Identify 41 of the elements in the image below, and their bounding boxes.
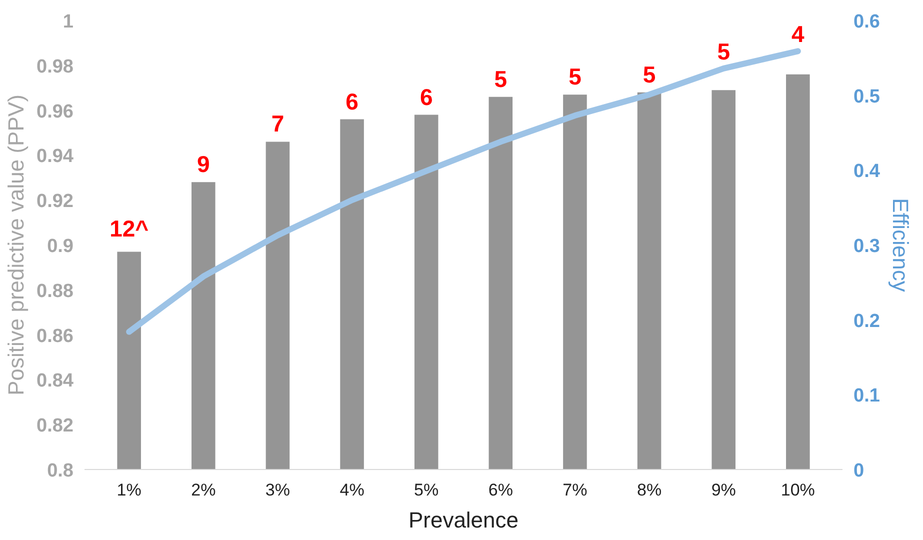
x-tick-label: 8%: [637, 480, 662, 500]
x-axis-title: Prevalence: [408, 508, 519, 532]
y2-tick-label: 0.3: [854, 236, 880, 257]
y-tick-label: 0.92: [36, 191, 74, 212]
y-axis-title: Positive predictive value (PPV): [4, 94, 29, 396]
annotation: 4: [792, 21, 805, 48]
y-tick-label: 0.96: [36, 101, 74, 122]
y-tick-label: 1: [62, 12, 74, 32]
x-tick-label: 9%: [711, 480, 736, 500]
annotation: 9: [197, 151, 210, 178]
annotation: 5: [642, 61, 656, 88]
annotation: 6: [346, 88, 358, 114]
annotation: 7: [271, 110, 284, 137]
annotation: 5: [568, 64, 582, 90]
y-tick-label: 0.9: [47, 236, 74, 257]
y-tick-label: 0.98: [36, 56, 74, 78]
x-tick-label: 10%: [780, 480, 815, 500]
y-tick-label: 0.88: [36, 280, 74, 302]
x-tick-label: 6%: [488, 480, 513, 500]
annotation: 6: [420, 84, 433, 110]
y2-tick-label: 0: [854, 460, 864, 482]
x-tick-label: 3%: [265, 480, 290, 500]
y-tick-label: 0.84: [36, 370, 74, 392]
x-tick-label: 2%: [191, 480, 216, 500]
y-tick-label: 0.82: [36, 416, 74, 437]
y-tick-label: 0.94: [36, 146, 74, 168]
y-tick-label: 0.86: [36, 326, 74, 347]
y2-tick-label: 0.6: [854, 12, 880, 32]
y2-tick-label: 0.5: [854, 86, 880, 108]
y2-tick-label: 0.1: [854, 386, 880, 407]
x-tick-label: 5%: [414, 480, 439, 500]
annotation: 5: [717, 38, 730, 64]
y2-tick-label: 0.4: [854, 161, 880, 182]
y2-tick-label: 0.2: [854, 310, 880, 332]
annotation: 5: [494, 66, 508, 92]
x-tick-label: 7%: [562, 480, 588, 500]
y2-axis-title: Efficiency: [888, 198, 913, 292]
y-tick-label: 0.8: [47, 460, 74, 482]
annotation: 12^: [110, 216, 149, 242]
x-tick-label: 4%: [340, 480, 364, 500]
x-tick-label: 1%: [116, 480, 142, 500]
